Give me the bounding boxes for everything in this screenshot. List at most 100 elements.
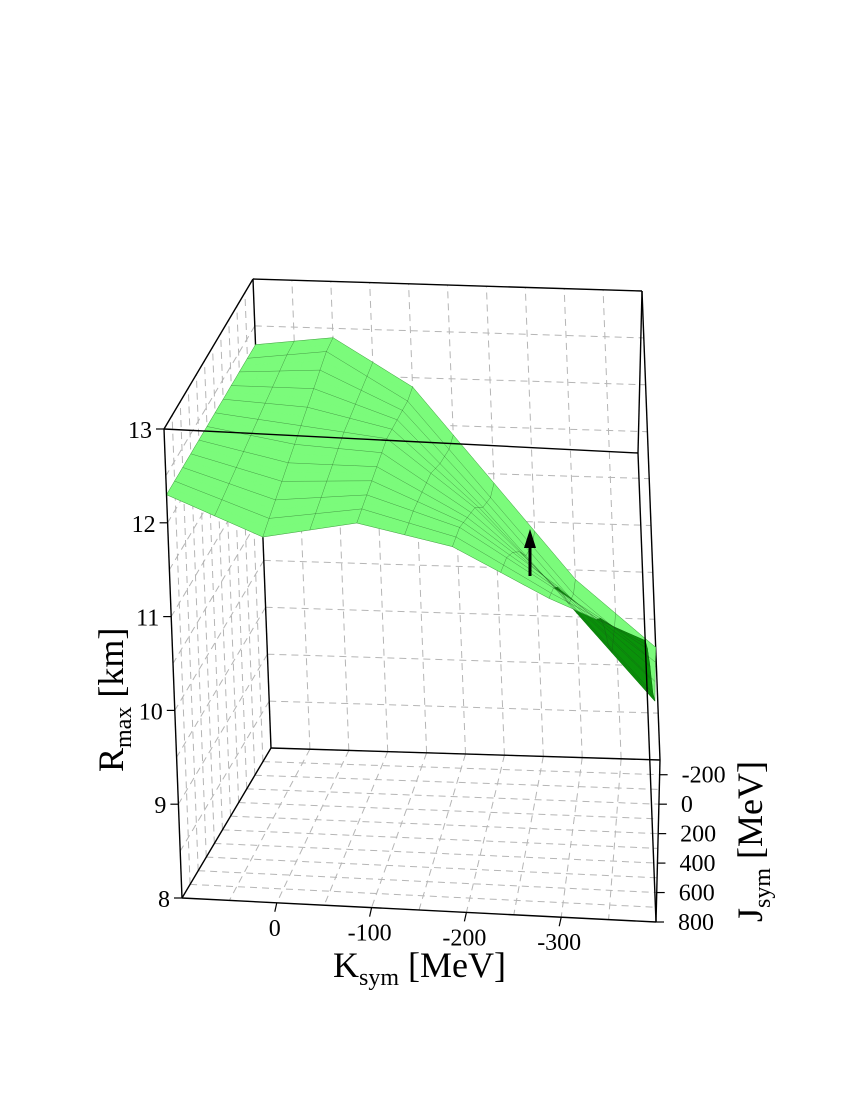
surface-patch (292, 378, 318, 389)
grid-line-floor-j (262, 761, 660, 776)
grid-line-left-z (177, 653, 268, 805)
x-axis-title: Ksym [MeV] (333, 945, 506, 991)
grid-line-floor-k (228, 748, 311, 901)
y-axis-title-unit: [MeV] (730, 761, 770, 868)
x-tick-label: 0 (269, 916, 281, 942)
surface-patch (332, 456, 358, 467)
mesh-line (223, 398, 655, 698)
x-tick-label: -200 (442, 925, 486, 951)
mesh-line (190, 453, 649, 658)
grid-line-floor-k (608, 758, 622, 920)
mesh-line (166, 344, 256, 495)
mesh-line (255, 337, 656, 648)
grid-line-back-z (267, 653, 657, 667)
mesh-line (309, 362, 374, 531)
z-tick-label: 11 (136, 606, 159, 632)
mesh-line (247, 351, 656, 663)
box-edge-front (655, 759, 661, 923)
surface-patch (255, 370, 281, 380)
surface-patch (329, 464, 356, 474)
grid-line-floor-j (222, 829, 658, 849)
x-tick-mark (558, 917, 562, 927)
grid-line-floor-k (371, 752, 428, 908)
z-tick-label: 9 (154, 793, 166, 819)
grid-line-floor-j (238, 802, 659, 820)
x-tick-mark (463, 912, 467, 922)
box-edge (163, 278, 254, 430)
surface-patch (300, 480, 328, 491)
surface-patch (281, 471, 308, 482)
surface-patch (351, 465, 378, 475)
surface-patch (354, 457, 380, 468)
grid-line-left-j (179, 401, 199, 871)
mesh-line (644, 640, 656, 702)
arrow-annotation (524, 529, 536, 576)
x-tick-mark (369, 907, 373, 917)
grid-line-floor-j (254, 774, 660, 790)
z-axis-title-sub: max (111, 707, 137, 748)
surface-patch (299, 360, 324, 371)
surface-patch (272, 378, 297, 389)
y-tick-label: 400 (679, 851, 715, 877)
box-edge (270, 747, 661, 761)
mesh-line (262, 337, 334, 538)
grid-line-left-z (172, 513, 263, 664)
grid-line-floor-k (513, 756, 544, 915)
box-edge-front (163, 428, 183, 899)
z-axis-title-unit: [km] (91, 628, 131, 707)
box-edge-front (181, 897, 657, 923)
grid-line-left-z (165, 325, 256, 477)
box-edge (641, 290, 661, 761)
grid-line-left-j (203, 360, 223, 830)
grid-line-floor-k (560, 757, 583, 918)
surface-patch (289, 387, 315, 399)
mesh-line (198, 439, 651, 667)
box-edge (252, 278, 643, 292)
surface-patch (326, 472, 353, 482)
surface-patch (348, 472, 375, 482)
mesh-line (182, 467, 648, 649)
surface-patch (309, 454, 336, 466)
mesh-line (452, 483, 495, 547)
surface-patch (296, 369, 321, 380)
grid-line-floor-j (190, 883, 657, 908)
surface-patch (303, 472, 331, 482)
arrow-head (524, 529, 536, 548)
grid-line-back-z (254, 325, 644, 339)
x-tick-label: -100 (348, 921, 392, 947)
x-axis-title-main: K (333, 945, 359, 985)
grid-line-floor-k (418, 753, 466, 911)
grid-line-left-j (228, 319, 248, 789)
x-tick-label: -300 (537, 930, 581, 956)
mesh-line (239, 369, 656, 682)
grid-line-left-z (179, 700, 270, 852)
grid-line-floor-j (246, 788, 659, 805)
surface-patch (323, 480, 350, 490)
box-edge-front (637, 290, 643, 454)
grid-line-back-k (524, 287, 544, 757)
surface-patch (306, 463, 333, 474)
surface-patch (278, 480, 305, 491)
mesh-line (231, 385, 656, 702)
y-tick-label: 200 (680, 822, 716, 848)
y-tick-label: 600 (679, 881, 715, 907)
axis-box-front (156, 290, 668, 927)
y-axis-title: Jsym [MeV] (730, 761, 776, 922)
grid-line-floor-k (276, 750, 350, 904)
y-tick-label: 800 (678, 910, 714, 936)
grid-line-back-z (263, 559, 653, 573)
grid-line-floor-j (206, 856, 658, 879)
surface-patch (287, 453, 314, 465)
mesh-line (404, 435, 454, 535)
grid-line-left-j (236, 306, 256, 776)
x-axis-title-sub: sym (359, 965, 399, 991)
mesh-line (206, 426, 652, 680)
grid-line-floor-k (465, 755, 505, 913)
mesh-line (214, 341, 295, 516)
z-tick-label: 13 (128, 418, 152, 444)
mesh-line (166, 494, 646, 641)
grid-line-floor-k (323, 751, 389, 906)
x-axis-title-unit: [MeV] (399, 945, 506, 985)
mesh-line (174, 480, 647, 645)
z-tick-label: 12 (132, 512, 156, 538)
